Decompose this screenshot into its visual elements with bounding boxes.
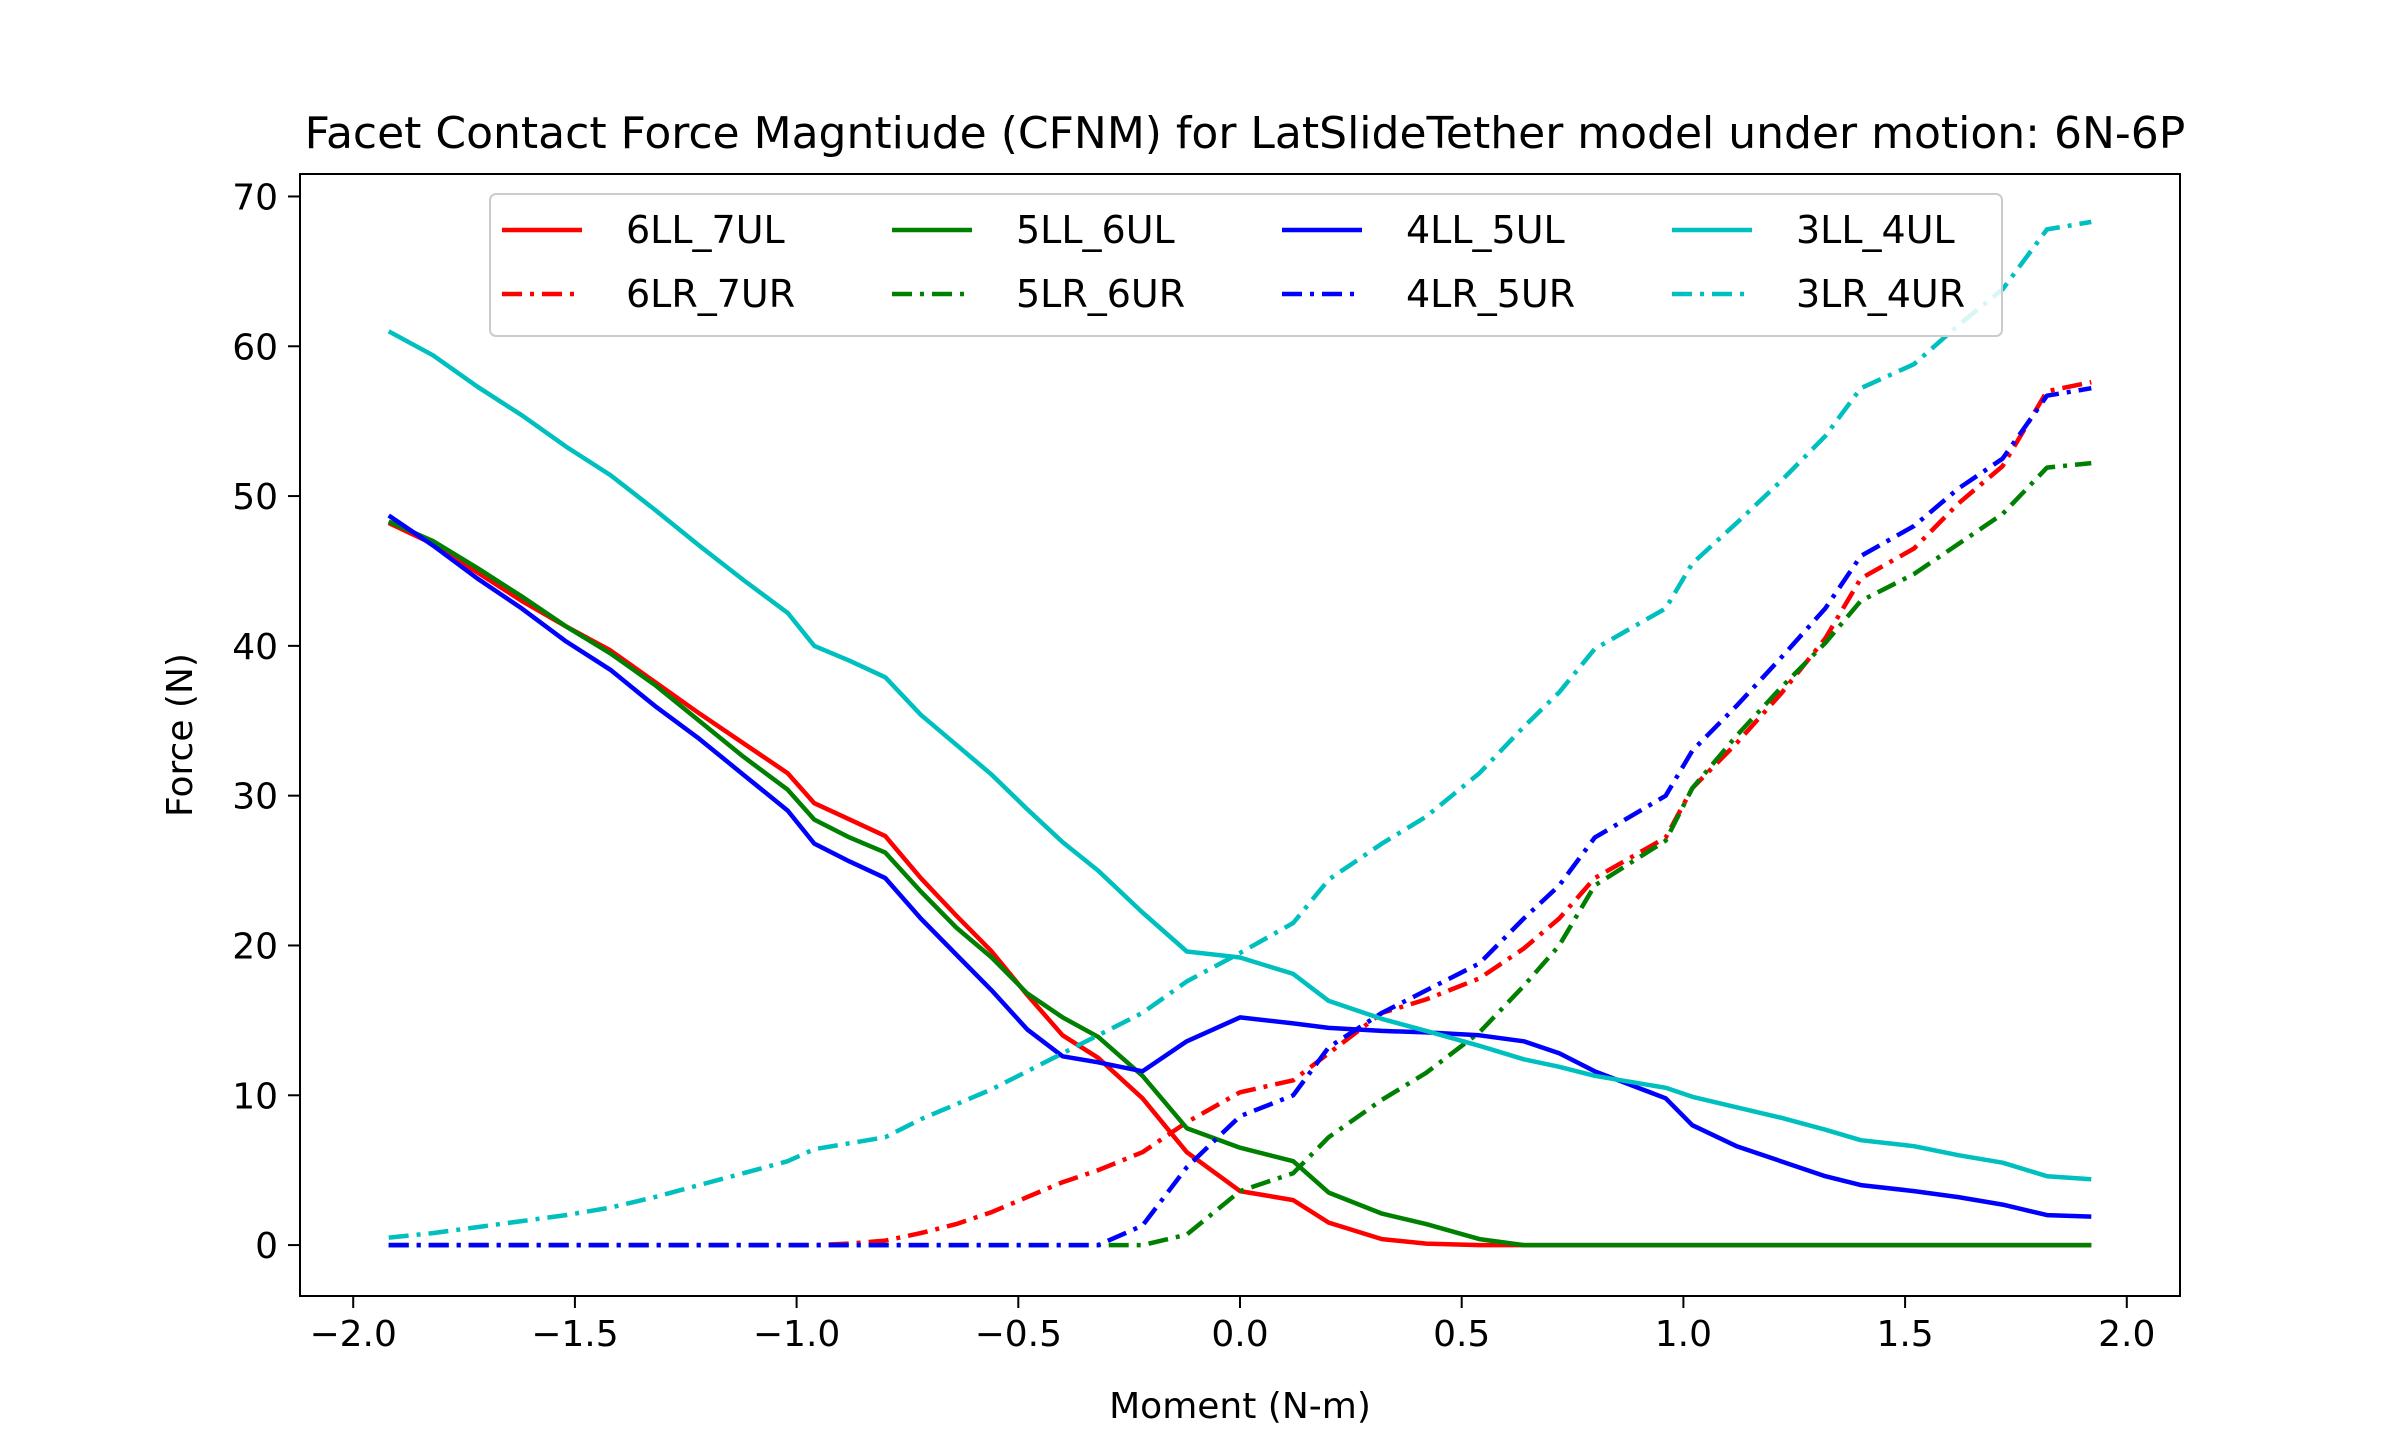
x-tick-label: 1.0 [1655, 1314, 1712, 1355]
series-line-4LR_5UR [388, 385, 2092, 1248]
x-tick-label: −1.0 [753, 1314, 840, 1355]
y-tick-label: 0 [255, 1226, 278, 1267]
series-line-3LL_4UL [387, 329, 2092, 1182]
series-line-5LL_6UL [387, 519, 2092, 1248]
y-tick-label: 30 [232, 777, 278, 818]
legend-label: 3LR_4UR [1796, 272, 1965, 316]
plot-area [299, 173, 2181, 1297]
series-line-3LR_4UR [388, 219, 2092, 1240]
legend-label: 6LL_7UL [626, 208, 785, 252]
chart-title: Facet Contact Force Magntiude (CFNM) for… [305, 108, 2186, 159]
legend-label: 3LL_4UL [1796, 208, 1955, 252]
x-tick-label: 1.5 [1876, 1314, 1933, 1355]
y-tick-label: 70 [232, 177, 278, 218]
y-tick-label: 20 [232, 926, 278, 967]
axes-background [300, 174, 2180, 1296]
x-tick-label: −1.5 [531, 1314, 618, 1355]
y-axis-label: Force (N) [160, 653, 201, 817]
y-tick-label: 60 [232, 327, 278, 368]
legend-label: 5LR_6UR [1016, 272, 1185, 316]
y-tick-label: 40 [232, 627, 278, 668]
series-line-4LL_5UL [387, 513, 2092, 1219]
y-axis: 0 10 20 30 40 50 60 70 [232, 177, 300, 1267]
legend-frame [489, 193, 2003, 337]
x-tick-label: 0.5 [1433, 1314, 1490, 1355]
series-layer [387, 219, 2092, 1248]
legend-label: 4LR_5UR [1406, 272, 1575, 316]
x-tick-label: −0.5 [975, 1314, 1062, 1355]
x-tick-label: 0.0 [1211, 1314, 1268, 1355]
x-axis-label: Moment (N-m) [1109, 1386, 1371, 1427]
legend-label: 6LR_7UR [626, 272, 795, 316]
x-tick-label: −2.0 [309, 1314, 396, 1355]
legend-label: 5LL_6UL [1016, 208, 1175, 252]
x-axis: −2.0 −1.5 −1.0 −0.5 0.0 0.5 1.0 1.5 2.0 [309, 1296, 2155, 1355]
y-tick-label: 10 [232, 1076, 278, 1117]
legend: 6LL_7UL 6LR_7UR 5LL_6UL 5LR_6UR 4LL_5UL 4LR_5… [489, 193, 2003, 337]
x-tick-label: 2.0 [2098, 1314, 2155, 1355]
legend-label: 4LL_5UL [1406, 208, 1565, 252]
y-tick-label: 50 [232, 477, 278, 518]
